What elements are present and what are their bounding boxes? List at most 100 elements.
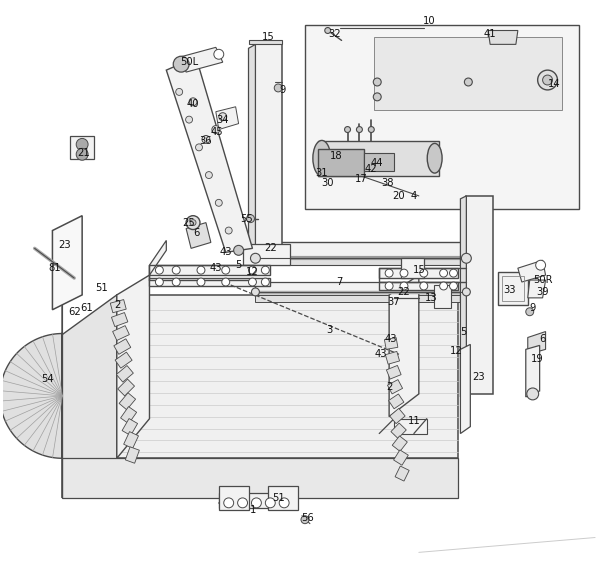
Polygon shape [318, 141, 439, 176]
Text: 43: 43 [209, 263, 222, 273]
Text: 50R: 50R [533, 275, 553, 285]
Text: 40: 40 [187, 99, 199, 109]
Polygon shape [0, 295, 62, 498]
Text: 21: 21 [78, 148, 91, 158]
Text: 5: 5 [235, 260, 242, 270]
Text: 55: 55 [240, 214, 253, 223]
Text: 50L: 50L [180, 57, 198, 67]
Polygon shape [434, 285, 451, 308]
Circle shape [214, 50, 224, 59]
Circle shape [172, 278, 180, 286]
Circle shape [173, 56, 189, 72]
Text: 12: 12 [450, 347, 463, 356]
Text: 51: 51 [95, 283, 109, 293]
Polygon shape [149, 265, 270, 275]
Circle shape [461, 253, 472, 263]
Polygon shape [318, 149, 364, 176]
Polygon shape [242, 245, 290, 265]
Circle shape [464, 78, 472, 86]
Text: 33: 33 [503, 285, 516, 295]
Circle shape [542, 75, 553, 85]
Text: 42: 42 [365, 164, 377, 174]
Polygon shape [149, 241, 166, 275]
Text: 5: 5 [460, 327, 467, 336]
Circle shape [400, 282, 408, 290]
Polygon shape [528, 332, 545, 355]
Bar [388, 380, 403, 394]
Circle shape [248, 278, 256, 286]
Text: 37: 37 [388, 297, 400, 307]
Bar [394, 450, 408, 465]
Circle shape [449, 269, 457, 277]
Polygon shape [460, 196, 466, 397]
Polygon shape [219, 493, 290, 508]
Circle shape [400, 269, 408, 277]
Bar [386, 365, 401, 379]
Polygon shape [379, 268, 458, 278]
Bar [118, 379, 134, 396]
Text: 3: 3 [326, 324, 333, 335]
Circle shape [238, 498, 248, 508]
Text: 43: 43 [385, 335, 397, 344]
Polygon shape [70, 136, 94, 159]
Bar [112, 312, 128, 327]
Polygon shape [256, 295, 466, 302]
Text: 10: 10 [422, 15, 435, 26]
Text: 39: 39 [536, 287, 549, 297]
Text: 44: 44 [371, 158, 383, 168]
Text: 13: 13 [424, 293, 437, 303]
Polygon shape [216, 107, 239, 129]
Circle shape [449, 282, 457, 290]
Polygon shape [248, 40, 282, 44]
Polygon shape [62, 458, 458, 498]
Circle shape [222, 266, 230, 274]
Circle shape [248, 266, 256, 274]
Circle shape [222, 278, 230, 286]
Circle shape [344, 127, 350, 132]
Text: 2: 2 [115, 300, 121, 310]
Polygon shape [374, 38, 562, 110]
Circle shape [247, 215, 254, 223]
Bar [391, 423, 406, 438]
Bar [122, 418, 137, 435]
Polygon shape [62, 295, 117, 498]
Circle shape [373, 78, 381, 86]
Text: 56: 56 [302, 512, 314, 523]
Text: 12: 12 [246, 267, 259, 277]
Polygon shape [219, 486, 248, 510]
Polygon shape [149, 278, 270, 286]
Text: 6: 6 [193, 227, 199, 238]
Text: 36: 36 [200, 136, 212, 146]
Circle shape [205, 172, 212, 178]
Bar [125, 447, 139, 463]
Text: 17: 17 [355, 174, 368, 184]
Polygon shape [518, 260, 545, 282]
Circle shape [538, 70, 557, 90]
Circle shape [224, 498, 233, 508]
Polygon shape [117, 275, 149, 458]
Circle shape [212, 125, 220, 133]
Text: 61: 61 [81, 303, 94, 313]
Text: 6: 6 [539, 335, 546, 344]
Circle shape [251, 288, 259, 296]
Text: 81: 81 [48, 263, 61, 273]
Text: 45: 45 [211, 127, 223, 136]
Text: 41: 41 [484, 30, 496, 39]
Text: 7: 7 [337, 277, 343, 287]
Circle shape [202, 136, 210, 144]
Text: 51: 51 [272, 493, 284, 503]
Text: 15: 15 [262, 32, 275, 42]
Bar [116, 365, 133, 382]
Circle shape [262, 278, 269, 286]
Text: 4: 4 [411, 191, 417, 201]
Circle shape [215, 200, 222, 206]
Circle shape [155, 266, 163, 274]
Ellipse shape [313, 140, 331, 176]
Circle shape [274, 84, 282, 92]
Polygon shape [528, 280, 545, 298]
Polygon shape [488, 31, 518, 44]
Text: 22: 22 [264, 243, 277, 253]
Text: 18: 18 [331, 151, 343, 161]
Polygon shape [256, 282, 466, 295]
Bar [114, 339, 131, 355]
